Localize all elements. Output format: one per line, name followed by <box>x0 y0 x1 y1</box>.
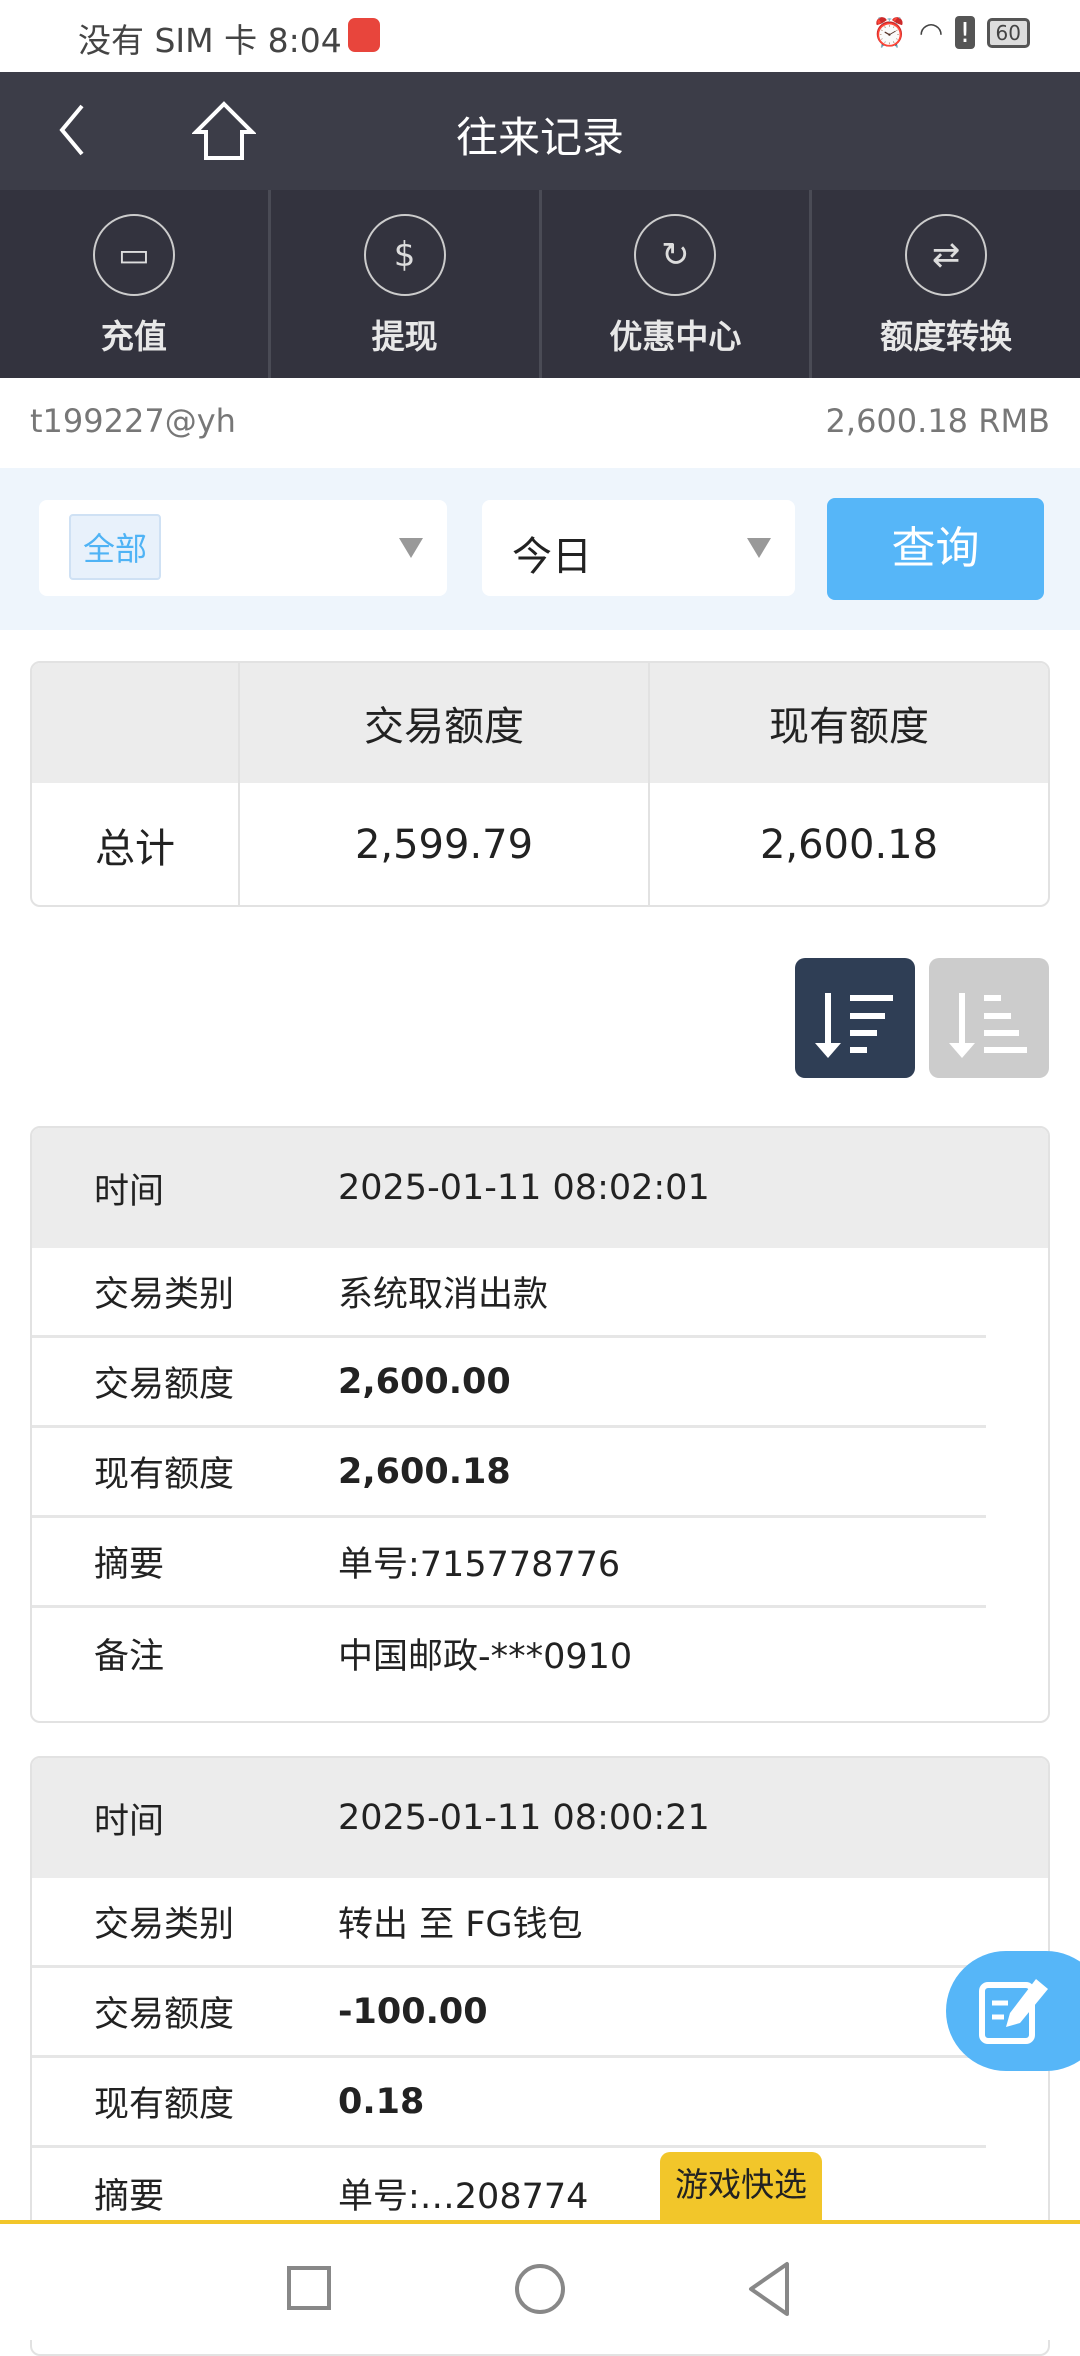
withdraw-label: 提现 <box>371 317 438 356</box>
status-bar: 没有 SIM 卡 8:04 ⏰ ◠ ! 60 <box>0 0 1080 72</box>
edit-note-icon <box>979 1979 1048 2044</box>
alert-icon: ! <box>955 16 975 49</box>
row-label: 摘要 <box>94 2176 165 2217</box>
account-name: t199227@yh <box>30 402 236 440</box>
back-nav-icon[interactable] <box>745 2260 793 2318</box>
summary-header-current: 现有额度 <box>769 704 929 750</box>
row-label: 交易类别 <box>94 1905 235 1945</box>
query-button[interactable]: 查询 <box>827 498 1044 600</box>
row-value: 2,600.18 <box>338 1451 511 1492</box>
chevron-left-icon[interactable] <box>52 100 92 160</box>
type-select[interactable]: 全部 <box>39 500 447 596</box>
withdraw-button[interactable]: $ 提现 <box>271 190 542 378</box>
game-quick-pick-button[interactable]: 游戏快选 <box>660 2152 822 2222</box>
promotions-label: 优惠中心 <box>609 317 742 356</box>
dropdown-arrow-icon <box>747 538 771 558</box>
summary-current-value: 2,600.18 <box>759 822 939 868</box>
type-select-value: 全部 <box>69 514 162 580</box>
system-nav-bar <box>0 2220 1080 2340</box>
row-value: -100.00 <box>338 1991 488 2032</box>
row-value: 转出 至 FG钱包 <box>338 1905 583 1945</box>
home-icon[interactable] <box>192 100 256 162</box>
quick-actions: ▭ 充值 $ 提现 ↻ 优惠中心 ⇄ 额度转换 <box>0 190 1080 378</box>
recharge-button[interactable]: ▭ 充值 <box>0 190 271 378</box>
balance: 2,600.18 RMB <box>825 402 1050 440</box>
dropdown-arrow-icon <box>399 538 423 558</box>
summary-trade-value: 2,599.79 <box>240 783 650 905</box>
recharge-label: 充值 <box>100 317 167 356</box>
recents-icon[interactable] <box>285 2264 333 2312</box>
sort-asc-icon <box>949 993 1027 1058</box>
app-header: 往来记录 <box>0 72 1080 190</box>
row-label: 备注 <box>94 1636 165 1677</box>
row-value: 单号:715778776 <box>338 1545 621 1585</box>
status-icons: ⏰ ◠ ! 60 <box>872 16 1030 49</box>
time-value: 2025-01-11 08:00:21 <box>338 1798 710 1838</box>
huawei-app-icon <box>348 18 380 52</box>
user-bar: t199227@yh 2,600.18 RMB <box>0 378 1080 468</box>
row-value: 中国邮政-***0910 <box>338 1636 633 1677</box>
alarm-icon: ⏰ <box>872 16 907 49</box>
carrier-time: 没有 SIM 卡 8:04 <box>78 21 342 60</box>
row-value: 0.18 <box>338 2081 425 2122</box>
card-hand-icon: ▭ <box>92 214 175 296</box>
summary-total-label: 总计 <box>32 783 240 905</box>
filter-bar: 全部 今日 查询 <box>0 468 1080 630</box>
row-value: 单号:…208774 <box>338 2176 589 2217</box>
summary-header-trade: 交易额度 <box>240 663 650 783</box>
row-label: 现有额度 <box>94 1455 235 1495</box>
time-value: 2025-01-11 08:02:01 <box>338 1168 710 1208</box>
row-value: 2,600.00 <box>338 1361 511 1402</box>
summary-table: 交易额度 现有额度 总计 2,599.79 2,600.18 <box>30 661 1050 907</box>
record-card: 时间 2025-01-11 08:02:01 交易类别 系统取消出款 交易额度 2,6… <box>30 1126 1050 1723</box>
coin-refresh-icon: ↻ <box>634 214 717 296</box>
battery-icon: 60 <box>986 17 1030 48</box>
period-select-value: 今日 <box>512 534 592 580</box>
sort-desc-icon <box>815 993 893 1058</box>
row-label: 交易额度 <box>94 1365 235 1405</box>
row-value: 系统取消出款 <box>338 1275 549 1315</box>
row-label: 交易额度 <box>94 1995 235 2035</box>
time-label: 时间 <box>94 1171 165 1212</box>
sort-asc-button[interactable] <box>929 958 1049 1078</box>
row-label: 交易类别 <box>94 1275 235 1315</box>
promotions-button[interactable]: ↻ 优惠中心 <box>542 190 813 378</box>
page-title: 往来记录 <box>455 113 624 162</box>
transfer-label: 额度转换 <box>880 317 1013 356</box>
feedback-fab[interactable] <box>946 1951 1080 2071</box>
period-select[interactable]: 今日 <box>482 500 795 596</box>
exchange-icon: ⇄ <box>905 214 988 296</box>
row-label: 现有额度 <box>94 2085 235 2125</box>
wifi-icon: ◠ <box>918 16 944 49</box>
coin-hand-icon: $ <box>363 214 446 296</box>
sort-desc-button[interactable] <box>795 958 915 1078</box>
transfer-button[interactable]: ⇄ 额度转换 <box>812 190 1080 378</box>
row-label: 摘要 <box>94 1545 165 1585</box>
summary-header-empty <box>32 663 240 783</box>
home-nav-icon[interactable] <box>513 2262 567 2316</box>
time-label: 时间 <box>94 1801 165 1842</box>
